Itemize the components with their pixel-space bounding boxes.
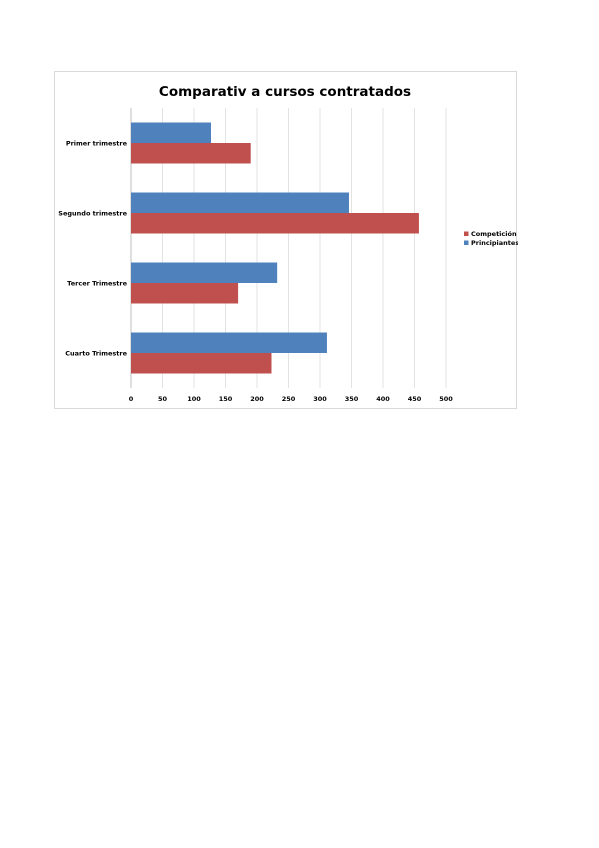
category-label: Primer trimestre [66,140,128,148]
legend-label: Principiantes [471,239,518,247]
bar-competicin-3 [131,283,239,304]
legend-swatch [464,231,469,236]
legend-swatch [464,240,469,245]
x-tick-labels: 0 50 100 150 200 250 300 350 400 450 500 [129,395,454,403]
x-tick-label: 500 [439,395,453,403]
x-tick-label: 350 [345,395,359,403]
bar-principiantes-3 [131,262,278,283]
bar-principiantes-4 [131,332,327,353]
x-tick-label: 450 [408,395,422,403]
chart-svg: Comparativ a cursos contratados Primer t… [58,84,518,403]
bar-competicin-1 [131,143,251,164]
x-tick-label: 200 [250,395,264,403]
category-label: Cuarto Trimestre [65,350,127,358]
x-tick-label: 0 [129,395,134,403]
category-label: Tercer Trimestre [67,280,127,288]
chart-title: Comparativ a cursos contratados [159,84,411,100]
x-tick-label: 400 [376,395,390,403]
bar-competicin-4 [131,353,272,374]
chart-frame: Comparativ a cursos contratados Primer t… [54,71,518,409]
bar-principiantes-2 [131,192,349,213]
bars [131,122,419,374]
x-tick-label: 300 [313,395,327,403]
category-labels: Primer trimestre Segundo trimestre Tercer … [58,140,127,358]
category-label: Segundo trimestre [58,210,127,218]
x-tick-label: 50 [158,395,168,403]
bar-competicin-2 [131,213,419,234]
x-tick-label: 250 [282,395,296,403]
legend-label: Competición [471,230,517,238]
bar-principiantes-1 [131,122,212,143]
x-tick-label: 150 [219,395,233,403]
x-tick-label: 100 [187,395,201,403]
